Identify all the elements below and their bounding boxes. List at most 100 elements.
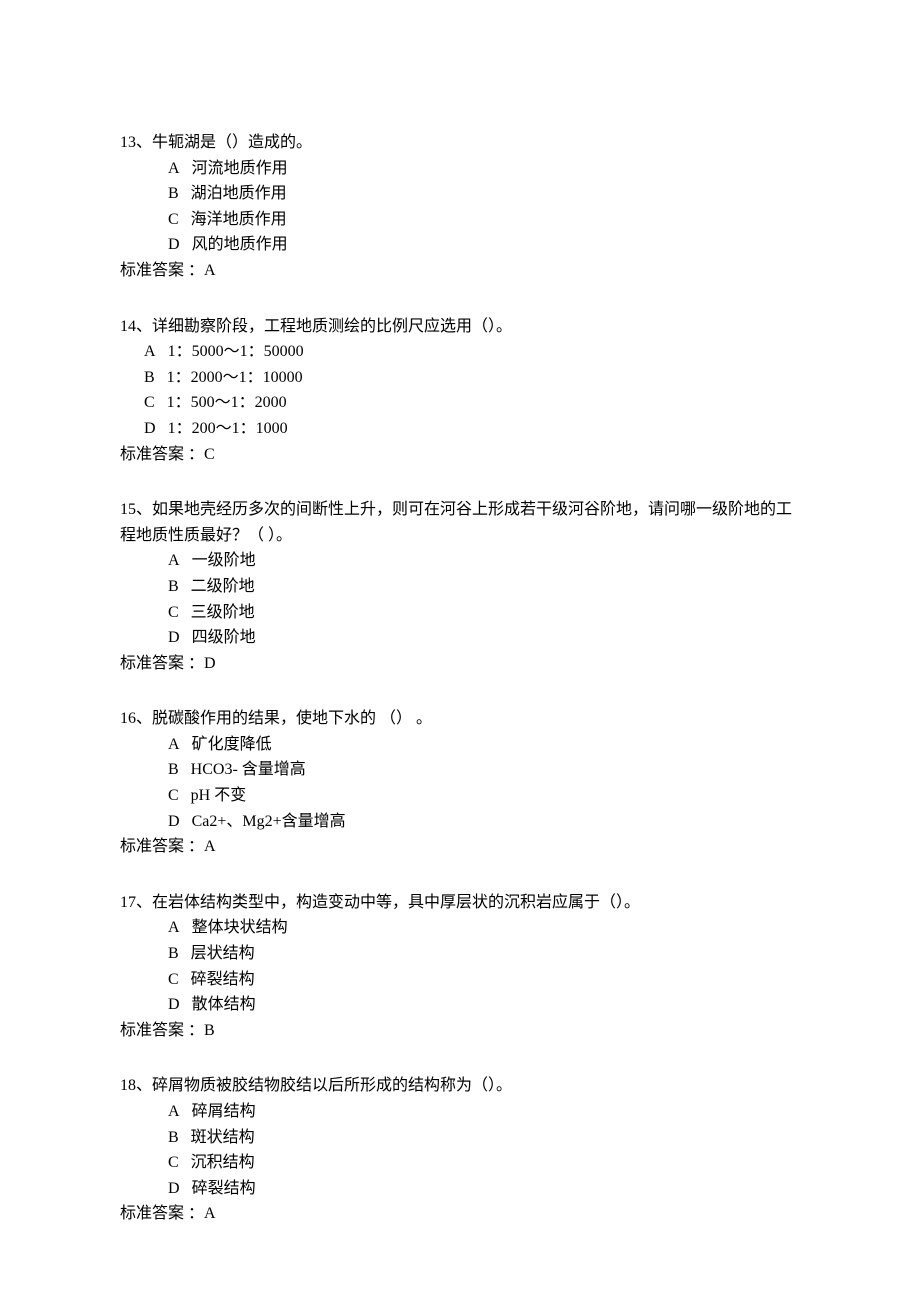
question-stem: 14、详细勘察阶段，工程地质测绘的比例尺应选用（）。 xyxy=(120,314,800,340)
option-label: A xyxy=(168,919,180,936)
answer-prefix: 标准答案 ： xyxy=(120,1022,204,1039)
option-line: B 斑状结构 xyxy=(120,1125,800,1151)
answer-line: 标准答案 ：C xyxy=(120,442,800,468)
option-label: A xyxy=(168,1103,180,1120)
option-line: A河流地质作用 xyxy=(120,156,800,182)
option-line: C 海洋地质作用 xyxy=(120,207,800,233)
option-label: B xyxy=(168,185,179,202)
question-stem: 16、脱碳酸作用的结果，使地下水的 （） 。 xyxy=(120,706,800,732)
answer-value: D xyxy=(204,655,216,672)
option-line: C 1：500～1：2000 xyxy=(120,390,800,416)
question-18: 18、碎屑物质被胶结物胶结以后所形成的结构称为（）。 A 碎屑结构 B 斑状结构 C… xyxy=(120,1073,800,1227)
option-line: D 四级阶地 xyxy=(120,625,800,651)
answer-value: A xyxy=(204,262,216,279)
option-line: C 沉积结构 xyxy=(120,1150,800,1176)
question-14: 14、详细勘察阶段，工程地质测绘的比例尺应选用（）。 A 1：5000～1：500… xyxy=(120,314,800,468)
question-stem: 17、在岩体结构类型中，构造变动中等，具中厚层状的沉积岩应属于（）。 xyxy=(120,890,800,916)
option-label: C xyxy=(168,787,179,804)
option-label: D xyxy=(168,629,180,646)
option-line: B 二级阶地 xyxy=(120,574,800,600)
question-17: 17、在岩体结构类型中，构造变动中等，具中厚层状的沉积岩应属于（）。 A 整体块状… xyxy=(120,890,800,1044)
option-text: 沉积结构 xyxy=(191,1154,255,1171)
option-text: 1：200～1：1000 xyxy=(168,420,288,437)
option-text: 四级阶地 xyxy=(192,629,256,646)
option-label: B xyxy=(168,761,179,778)
option-line: B 1：2000～1：10000 xyxy=(120,365,800,391)
option-label: D xyxy=(168,996,180,1013)
question-stem: 13、牛轭湖是（）造成的。 xyxy=(120,130,800,156)
answer-line: 标准答案 ：B xyxy=(120,1018,800,1044)
answer-line: 标准答案 ：A xyxy=(120,1201,800,1227)
option-label: C xyxy=(168,971,179,988)
option-line: B 湖泊地质作用 xyxy=(120,181,800,207)
option-label: C xyxy=(168,604,179,621)
option-text: 层状结构 xyxy=(191,945,255,962)
option-label: B xyxy=(168,945,179,962)
option-label: B xyxy=(168,578,179,595)
option-label: A xyxy=(168,736,180,753)
option-text: 二级阶地 xyxy=(191,578,255,595)
option-text: 三级阶地 xyxy=(191,604,255,621)
option-line: A 整体块状结构 xyxy=(120,915,800,941)
option-text: HCO3- 含量增高 xyxy=(191,761,306,778)
option-text: 1：500～1：2000 xyxy=(167,394,287,411)
answer-prefix: 标准答案 ： xyxy=(120,262,204,279)
option-line: A 碎屑结构 xyxy=(120,1099,800,1125)
option-line: C 三级阶地 xyxy=(120,600,800,626)
option-text: 海洋地质作用 xyxy=(191,211,287,228)
option-label: D xyxy=(168,236,180,253)
option-text: 河流地质作用 xyxy=(192,160,288,177)
option-text: 矿化度降低 xyxy=(192,736,272,753)
option-label: B xyxy=(144,369,155,386)
option-line: D 1：200～1：1000 xyxy=(120,416,800,442)
answer-prefix: 标准答案 ： xyxy=(120,655,204,672)
option-line: CpH 不变 xyxy=(120,783,800,809)
option-line: A 1：5000～1：50000 xyxy=(120,339,800,365)
answer-prefix: 标准答案 ： xyxy=(120,446,204,463)
question-stem: 15、如果地壳经历多次的间断性上升，则可在河谷上形成若干级河谷阶地，请问哪一级阶… xyxy=(120,497,800,548)
answer-value: B xyxy=(204,1022,215,1039)
option-text: 斑状结构 xyxy=(191,1129,255,1146)
answer-line: 标准答案 ：D xyxy=(120,651,800,677)
option-text: 整体块状结构 xyxy=(192,919,288,936)
option-label: D xyxy=(144,420,156,437)
answer-line: 标准答案 ：A xyxy=(120,258,800,284)
option-text: 碎裂结构 xyxy=(192,1180,256,1197)
question-stem: 18、碎屑物质被胶结物胶结以后所形成的结构称为（）。 xyxy=(120,1073,800,1099)
answer-value: A xyxy=(204,1205,216,1222)
option-line: A 矿化度降低 xyxy=(120,732,800,758)
option-text: 碎屑结构 xyxy=(192,1103,256,1120)
answer-value: C xyxy=(204,446,215,463)
document-content: 13、牛轭湖是（）造成的。 A河流地质作用 B湖泊地质作用 C海洋地质作用 D风… xyxy=(120,130,800,1227)
option-text: pH 不变 xyxy=(191,787,247,804)
question-13: 13、牛轭湖是（）造成的。 A河流地质作用 B湖泊地质作用 C海洋地质作用 D风… xyxy=(120,130,800,284)
answer-prefix: 标准答案 ： xyxy=(120,1205,204,1222)
option-label: A xyxy=(168,552,180,569)
question-16: 16、脱碳酸作用的结果，使地下水的 （） 。 A 矿化度降低 B HCO3- 含量增… xyxy=(120,706,800,860)
option-label: C xyxy=(168,1154,179,1171)
option-label: C xyxy=(168,211,179,228)
option-label: A xyxy=(144,343,156,360)
option-text: 散体结构 xyxy=(192,996,256,1013)
option-text: 1：5000～1：50000 xyxy=(168,343,304,360)
option-text: 1：2000～1：10000 xyxy=(167,369,303,386)
option-text: 风的地质作用 xyxy=(192,236,288,253)
option-line: B 层状结构 xyxy=(120,941,800,967)
option-label: B xyxy=(168,1129,179,1146)
option-label: C xyxy=(144,394,155,411)
answer-value: A xyxy=(204,838,216,855)
option-line: B HCO3- 含量增高 xyxy=(120,757,800,783)
option-label: D xyxy=(168,1180,180,1197)
option-line: D 碎裂结构 xyxy=(120,1176,800,1202)
option-text: Ca2+、Mg2+含量增高 xyxy=(192,813,346,830)
option-text: 碎裂结构 xyxy=(191,971,255,988)
answer-line: 标准答案 ：A xyxy=(120,834,800,860)
option-line: D Ca2+、Mg2+含量增高 xyxy=(120,809,800,835)
question-15: 15、如果地壳经历多次的间断性上升，则可在河谷上形成若干级河谷阶地，请问哪一级阶… xyxy=(120,497,800,676)
answer-prefix: 标准答案 ： xyxy=(120,838,204,855)
option-text: 湖泊地质作用 xyxy=(191,185,287,202)
option-text: 一级阶地 xyxy=(192,552,256,569)
option-line: C 碎裂结构 xyxy=(120,967,800,993)
option-line: D 散体结构 xyxy=(120,992,800,1018)
option-label: D xyxy=(168,813,180,830)
